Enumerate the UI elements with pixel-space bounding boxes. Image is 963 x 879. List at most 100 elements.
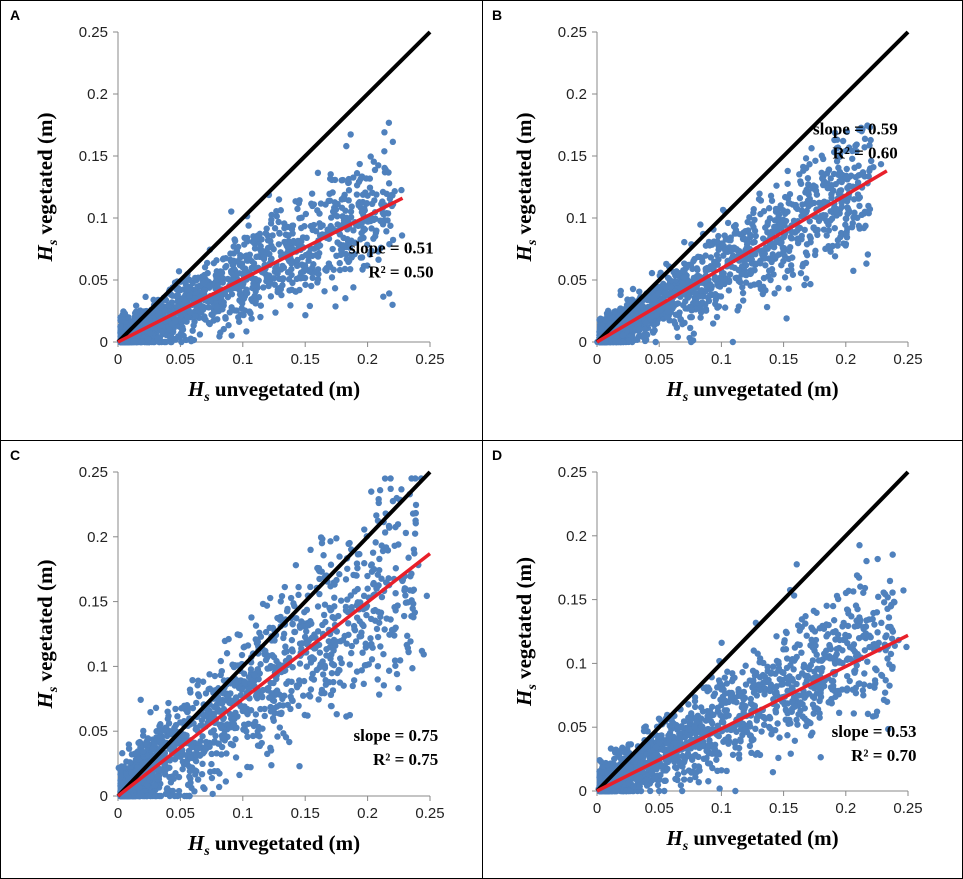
data-point [385,522,393,530]
data-point [198,770,206,778]
data-point [878,619,885,627]
data-point [423,592,431,600]
data-point [340,234,347,242]
data-point [760,274,768,282]
data-point [143,792,151,800]
data-point [771,290,778,297]
data-point [867,136,874,144]
data-point [199,678,207,685]
slope-annotation: slope = 0.59 [813,119,898,138]
data-point [303,622,310,630]
data-point [796,194,804,202]
data-point [823,602,830,609]
data-point [175,268,183,275]
data-point [305,253,312,260]
data-point [334,239,341,246]
data-point [680,267,687,274]
data-point [252,288,259,295]
chart-a: A0 0.05 0.1 0.15 0.2 0.2500.050.10.150.20.25s… [10,7,445,405]
data-point [768,197,776,204]
data-point [367,635,374,642]
data-point [752,260,759,267]
data-point [126,759,134,766]
data-point [349,682,356,690]
data-point [619,331,627,339]
data-point [210,703,218,711]
data-point [825,227,833,234]
data-point [207,768,214,776]
data-point [344,596,351,603]
data-point [191,274,199,282]
data-point [229,661,236,668]
data-point [119,316,126,324]
data-point [746,742,754,750]
data-point [412,501,420,509]
data-point [350,677,358,684]
data-point [837,233,844,241]
data-point [146,317,153,324]
data-point [357,236,364,243]
chart-b: B0 0.05 0.1 0.15 0.2 0.2500.050.10.150.20.25s… [492,7,923,405]
data-point [202,316,209,323]
data-point [641,326,649,333]
data-point [842,242,849,249]
data-point [680,274,688,281]
y-tick-label: 0.25 [79,464,108,481]
data-point [726,236,733,244]
data-point [201,785,208,793]
data-point [284,244,291,251]
data-point [201,286,209,294]
data-point [325,260,333,267]
data-point [275,218,282,226]
data-point [341,265,349,273]
data-point [721,247,729,254]
data-point [768,669,775,676]
data-point [784,732,791,739]
data-point [217,657,225,665]
data-point [214,282,221,289]
data-point [407,638,414,645]
data-point [813,191,821,198]
data-point [721,304,729,311]
data-point [641,333,648,340]
data-point [355,202,362,209]
x-tick-label: 0 [114,351,122,368]
data-point [855,222,863,230]
data-point [125,745,133,752]
data-point [844,204,852,212]
data-point [366,184,374,191]
data-point [200,279,208,287]
data-point [342,576,350,583]
data-point [244,642,252,649]
data-point [797,180,805,187]
data-point [270,663,278,671]
data-point [843,230,850,238]
data-point [357,632,365,640]
data-point [338,659,345,667]
data-point [376,555,383,563]
data-point [248,614,255,621]
data-point [369,216,376,223]
data-point [814,231,821,239]
data-point [271,704,278,712]
data-point [617,305,624,312]
data-point [337,251,344,259]
data-point [374,676,381,683]
data-point [138,338,146,346]
data-point [328,176,336,184]
data-point [213,750,220,757]
data-point [167,332,175,340]
data-point [119,750,126,757]
data-point [410,586,418,593]
data-point [700,755,708,763]
data-point [212,294,220,301]
data-point [291,628,298,636]
data-point [667,277,675,285]
data-point [280,730,287,737]
data-point [282,231,290,238]
data-point [242,708,250,716]
data-point [811,251,819,259]
data-point [385,667,393,674]
y-tick-label: 0.2 [87,529,108,546]
